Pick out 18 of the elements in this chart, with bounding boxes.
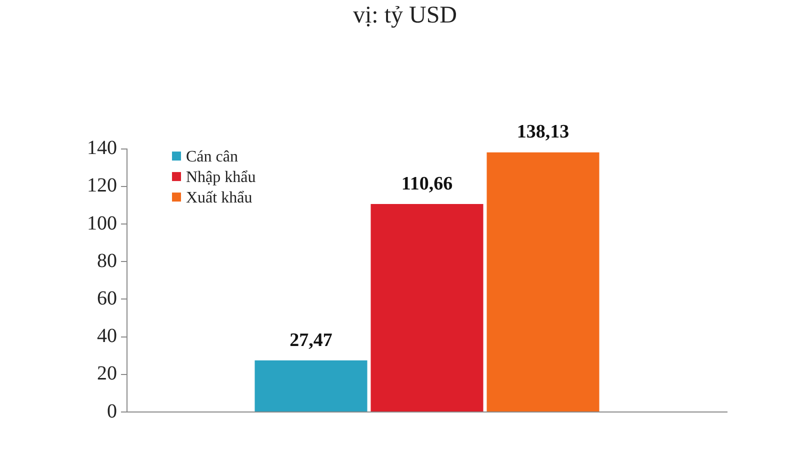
- data-label: 138,13: [516, 122, 570, 143]
- bar: [486, 152, 600, 412]
- data-label: 27,47: [290, 330, 333, 351]
- data-label: 110,66: [401, 173, 453, 194]
- bar: [254, 360, 368, 412]
- y-tick-label: 100: [87, 212, 117, 234]
- y-tick-label: 20: [97, 362, 117, 385]
- legend-label: Xuất khẩu: [186, 189, 252, 206]
- bar: [370, 204, 484, 412]
- legend-label: Cán cân: [186, 148, 238, 166]
- y-tick-label: 60: [97, 287, 117, 310]
- y-tick-label: 80: [97, 250, 117, 272]
- y-tick-label: 140: [87, 137, 117, 160]
- y-tick-label: 0: [107, 400, 117, 422]
- legend-label: Nhập khẩu: [186, 168, 256, 186]
- y-tick-label: 40: [97, 325, 117, 348]
- y-tick-label: 120: [87, 174, 117, 197]
- chart-title: vị: tỷ USD: [352, 2, 458, 29]
